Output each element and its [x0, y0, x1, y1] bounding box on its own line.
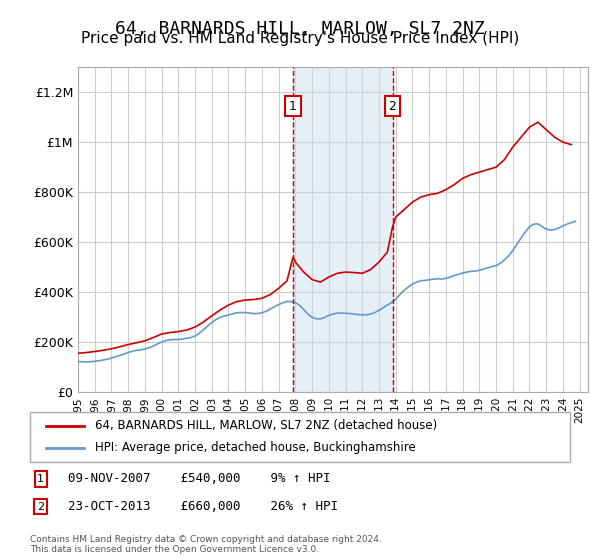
Text: 2: 2	[389, 100, 397, 113]
Text: 23-OCT-2013    £660,000    26% ↑ HPI: 23-OCT-2013 £660,000 26% ↑ HPI	[68, 500, 338, 513]
Bar	[293, 67, 392, 392]
Text: Contains HM Land Registry data © Crown copyright and database right 2024.
This d: Contains HM Land Registry data © Crown c…	[30, 535, 382, 554]
Text: 09-NOV-2007    £540,000    9% ↑ HPI: 09-NOV-2007 £540,000 9% ↑ HPI	[68, 473, 331, 486]
Text: 64, BARNARDS HILL, MARLOW, SL7 2NZ: 64, BARNARDS HILL, MARLOW, SL7 2NZ	[115, 20, 485, 38]
Text: 1: 1	[289, 100, 297, 113]
Text: 64, BARNARDS HILL, MARLOW, SL7 2NZ (detached house): 64, BARNARDS HILL, MARLOW, SL7 2NZ (deta…	[95, 419, 437, 432]
Text: HPI: Average price, detached house, Buckinghamshire: HPI: Average price, detached house, Buck…	[95, 441, 416, 454]
FancyBboxPatch shape	[30, 412, 570, 462]
Text: 1: 1	[37, 474, 44, 484]
Text: Price paid vs. HM Land Registry's House Price Index (HPI): Price paid vs. HM Land Registry's House …	[81, 31, 519, 46]
Text: 2: 2	[37, 502, 44, 512]
